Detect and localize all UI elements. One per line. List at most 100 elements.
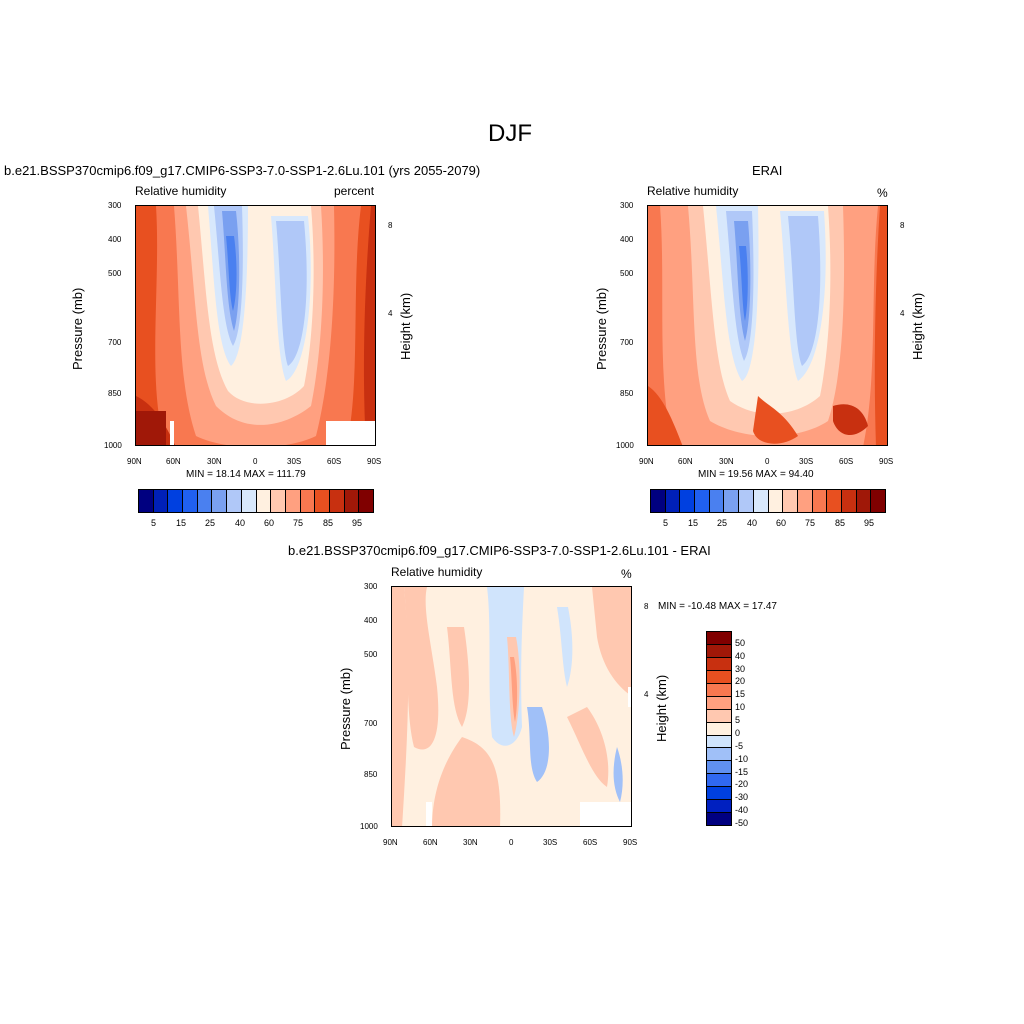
colorbar-swatch <box>871 490 885 512</box>
colorbar-swatch <box>168 490 184 512</box>
colorbar-swatch <box>183 490 198 512</box>
diff-neg-s2 <box>557 607 573 687</box>
colorbar-swatch <box>256 490 272 512</box>
panel-obs-cbar-label: 95 <box>864 518 875 528</box>
panel-obs-ytick-700: 700 <box>620 338 634 347</box>
panel-diff-y2tick-4: 4 <box>644 690 649 699</box>
panel-diff-cbar-label: 0 <box>735 727 741 738</box>
panel-obs-left-label: Relative humidity <box>647 184 739 198</box>
panel-model-xtick-60S: 60S <box>327 457 342 466</box>
panel-model-cbar-label: 15 <box>176 518 187 528</box>
panel-diff-left-label: Relative humidity <box>391 565 483 579</box>
panel-model-plot <box>135 205 376 446</box>
panel-obs-xtick-30S: 30S <box>799 457 814 466</box>
model-dry-r2 <box>276 221 307 366</box>
panel-model-xtick-0: 0 <box>253 457 258 466</box>
colorbar-swatch <box>680 490 696 512</box>
panel-diff-colorbar <box>706 631 732 826</box>
panel-obs-ytick-300: 300 <box>620 201 634 210</box>
colorbar-swatch <box>212 490 228 512</box>
panel-diff-cbar-label: 40 <box>735 650 746 661</box>
colorbar-swatch <box>827 490 842 512</box>
colorbar-swatch <box>707 813 731 826</box>
diff-pos-sh <box>592 587 631 696</box>
panel-model-xtick-30S: 30S <box>287 457 302 466</box>
panel-model-cbar-label: 5 <box>151 518 157 528</box>
colorbar-swatch <box>227 490 242 512</box>
panel-diff-ytick-500: 500 <box>364 650 378 659</box>
panel-diff-cbar-label: -5 <box>735 740 744 751</box>
diff-missing-nh <box>426 802 432 826</box>
colorbar-swatch <box>707 774 731 788</box>
panel-model-cbar-label: 25 <box>205 518 216 528</box>
colorbar-swatch <box>707 761 731 775</box>
panel-model-ytick-700: 700 <box>108 338 122 347</box>
panel-model-right-label: percent <box>334 184 375 198</box>
diff-pos-edge-n <box>392 587 409 826</box>
panel-obs-y2tick-4: 4 <box>900 309 905 318</box>
panel-obs-xtick-60S: 60S <box>839 457 854 466</box>
panel-model-cbar-label: 60 <box>264 518 275 528</box>
panel-diff-xtick-60S: 60S <box>583 838 598 847</box>
panel-model-contours <box>136 206 375 445</box>
diff-pos-s <box>567 707 609 787</box>
colorbar-swatch <box>707 748 731 762</box>
panel-model-xtick-60N: 60N <box>166 457 181 466</box>
panel-obs-ytick-400: 400 <box>620 235 634 244</box>
panel-obs-ytick-500: 500 <box>620 269 634 278</box>
model-missing-sh <box>326 421 375 445</box>
colorbar-swatch <box>271 490 286 512</box>
panel-obs-cbar-label: 75 <box>805 518 816 528</box>
panel-obs-xtick-0: 0 <box>765 457 770 466</box>
colorbar-swatch <box>241 490 257 512</box>
panel-model-cbar-label: 85 <box>323 518 334 528</box>
panel-obs-cbar-label: 60 <box>776 518 787 528</box>
colorbar-swatch <box>707 632 731 645</box>
panel-model-ytick-1000: 1000 <box>104 441 122 450</box>
obs-dry-l4 <box>739 246 748 321</box>
panel-obs-right-label: % <box>877 186 888 200</box>
diff-neg-sh <box>613 747 623 802</box>
panel-diff-cbar-label: 15 <box>735 689 746 700</box>
colorbar-swatch <box>724 490 740 512</box>
panel-model-title: b.e21.BSSP370cmip6.f09_g17.CMIP6-SSP3-7.… <box>4 163 481 178</box>
panel-model-xtick-30N: 30N <box>207 457 222 466</box>
panel-model-stats: MIN = 18.14 MAX = 111.79 <box>186 469 306 480</box>
panel-diff-cbar-label: 20 <box>735 676 746 687</box>
colorbar-swatch <box>739 490 754 512</box>
colorbar-swatch <box>783 490 798 512</box>
diff-pos-nh <box>404 587 439 750</box>
panel-obs-xtick-90S: 90S <box>879 457 894 466</box>
colorbar-swatch <box>695 490 710 512</box>
colorbar-swatch <box>344 490 360 512</box>
colorbar-swatch <box>707 657 731 671</box>
colorbar-swatch <box>707 709 731 723</box>
panel-diff-ytick-400: 400 <box>364 616 378 625</box>
panel-obs-ytick-850: 850 <box>620 389 634 398</box>
panel-obs-xtick-30N: 30N <box>719 457 734 466</box>
panel-diff-xtick-90S: 90S <box>623 838 638 847</box>
colorbar-swatch <box>841 490 857 512</box>
diff-pos-eq2 <box>510 657 518 722</box>
panel-diff-cbar-label: -10 <box>735 753 749 764</box>
panel-diff-ytick-300: 300 <box>364 582 378 591</box>
panel-obs-cbar-label: 5 <box>663 518 669 528</box>
colorbar-swatch <box>329 490 345 512</box>
panel-model-left-label: Relative humidity <box>135 184 227 198</box>
colorbar-swatch <box>359 490 373 512</box>
panel-diff-xtick-60N: 60N <box>423 838 438 847</box>
colorbar-swatch <box>707 696 731 710</box>
colorbar-swatch <box>707 787 731 801</box>
panel-diff-cbar-label: 5 <box>735 715 741 726</box>
panel-model-y2tick-8: 8 <box>388 221 393 230</box>
colorbar-swatch <box>665 490 681 512</box>
panel-obs-ytick-1000: 1000 <box>616 441 634 450</box>
panel-diff-ytick-700: 700 <box>364 719 378 728</box>
panel-obs-cbar-label: 85 <box>835 518 846 528</box>
colorbar-swatch <box>315 490 330 512</box>
panel-model-ytick-850: 850 <box>108 389 122 398</box>
panel-diff-cbar-label: 50 <box>735 637 746 648</box>
colorbar-swatch <box>153 490 169 512</box>
model-missing-nh <box>170 421 174 445</box>
colorbar-swatch <box>707 800 731 814</box>
